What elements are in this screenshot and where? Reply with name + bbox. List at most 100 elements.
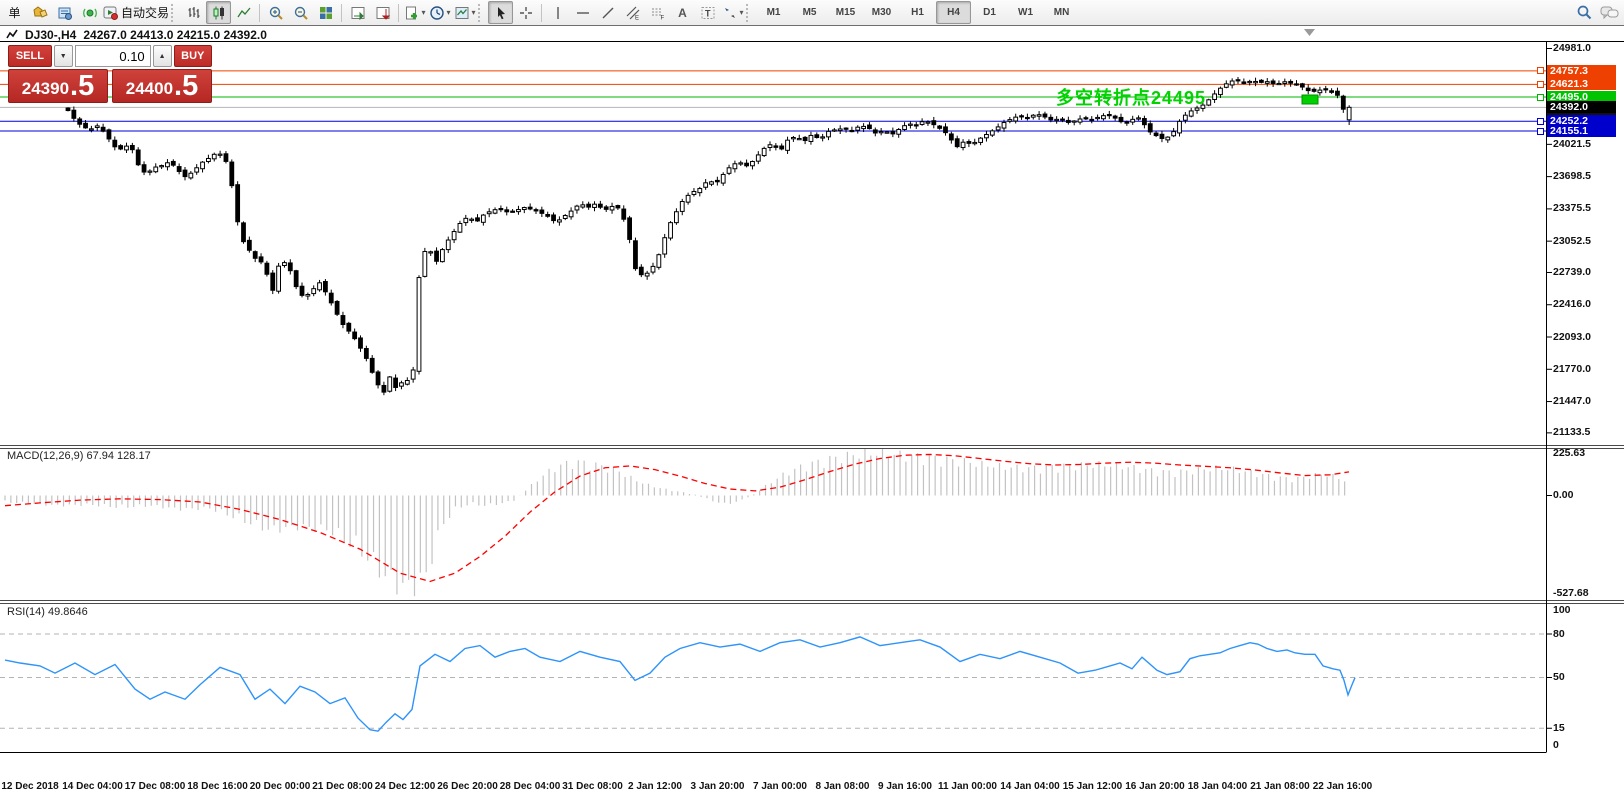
arrows-button[interactable]: ▾ bbox=[720, 1, 745, 24]
auto-trading-icon bbox=[103, 5, 118, 20]
zoom-in-button[interactable] bbox=[263, 1, 288, 24]
templates-button[interactable]: ▾ bbox=[452, 1, 477, 24]
time-tick-label: 20 Dec 00:00 bbox=[249, 781, 311, 792]
cursor-button[interactable] bbox=[488, 1, 514, 24]
toolbar-separator bbox=[341, 3, 343, 22]
buy-price-main: 24400 bbox=[125, 79, 174, 98]
time-tick-label: 28 Dec 04:00 bbox=[499, 781, 561, 792]
svg-text:T: T bbox=[705, 8, 711, 18]
zoom-out-button[interactable] bbox=[288, 1, 313, 24]
sell-button[interactable]: SELL bbox=[8, 45, 52, 67]
indicator-window-button[interactable] bbox=[345, 1, 370, 24]
caret-up-icon: ▲ bbox=[158, 52, 166, 60]
candlestick-chart-button[interactable] bbox=[206, 1, 232, 24]
periods-button[interactable]: ▾ bbox=[427, 1, 452, 24]
indicator-window-icon bbox=[350, 5, 366, 21]
auto-trading-button[interactable]: 自动交易 bbox=[102, 1, 170, 24]
chat-icon bbox=[1600, 5, 1619, 21]
caret-down-icon: ▼ bbox=[59, 52, 67, 60]
line-chart-icon bbox=[236, 5, 252, 21]
tab-timeframe-m15[interactable]: M15 bbox=[835, 7, 856, 18]
lot-increase-button[interactable]: ▲ bbox=[152, 45, 172, 67]
toolbar-grip bbox=[171, 3, 178, 22]
line-handle[interactable] bbox=[1537, 80, 1544, 88]
line-chart-button[interactable] bbox=[231, 1, 256, 24]
sell-price-button[interactable]: 24390 .5 bbox=[8, 69, 108, 103]
equidistant-channel-button[interactable]: E bbox=[620, 1, 645, 24]
data-window-button[interactable] bbox=[52, 1, 77, 24]
price-tick-label: 21447.0 bbox=[1553, 395, 1591, 408]
tile-windows-button[interactable] bbox=[313, 1, 338, 24]
tile-windows-icon bbox=[318, 5, 334, 21]
buy-price-button[interactable]: 24400 .5 bbox=[112, 69, 212, 103]
price-line-label: 24495.0 bbox=[1547, 91, 1616, 104]
rsi-tick-label: 15 bbox=[1553, 721, 1565, 734]
toolbar-separator bbox=[259, 3, 261, 22]
rsi-tick-label: 50 bbox=[1553, 671, 1565, 683]
profiles-button[interactable] bbox=[27, 1, 52, 24]
tab-timeframe-w1[interactable]: W1 bbox=[1018, 7, 1034, 18]
line-handle[interactable] bbox=[1537, 117, 1544, 125]
time-tick-label: 31 Dec 08:00 bbox=[562, 781, 623, 792]
line-handle[interactable] bbox=[1537, 67, 1544, 75]
time-tick-label: 9 Jan 16:00 bbox=[878, 781, 932, 792]
new-order-button[interactable]: 单 bbox=[2, 1, 27, 24]
fibonacci-button[interactable]: F bbox=[645, 1, 670, 24]
tab-timeframe-h4[interactable]: H4 bbox=[936, 1, 972, 24]
price-tick-label: 23698.5 bbox=[1553, 170, 1591, 183]
objects-window-button[interactable] bbox=[370, 1, 395, 24]
sell-price-pips: .5 bbox=[70, 70, 95, 102]
price-tick-label: 24021.5 bbox=[1553, 137, 1591, 150]
buy-button[interactable]: BUY bbox=[173, 45, 212, 67]
chart-canvas[interactable] bbox=[0, 26, 1624, 773]
zoom-in-icon bbox=[268, 5, 284, 21]
timeframe-group: M1 M5 M15 M30 H1 H4 D1 W1 MN bbox=[756, 1, 1079, 24]
text-label-icon: T bbox=[700, 5, 716, 21]
line-handle[interactable] bbox=[1537, 127, 1544, 135]
time-tick-label: 2 Jan 12:00 bbox=[628, 781, 682, 792]
buy-button-label: BUY bbox=[181, 50, 205, 62]
time-tick-label: 8 Jan 08:00 bbox=[815, 781, 870, 792]
sell-button-label: SELL bbox=[15, 50, 44, 62]
search-icon bbox=[1576, 4, 1593, 21]
chat-button[interactable] bbox=[1597, 1, 1622, 24]
zoom-out-icon bbox=[293, 5, 309, 21]
time-tick-label: 26 Dec 20:00 bbox=[437, 781, 498, 792]
toolbar-separator bbox=[541, 3, 543, 22]
bar-chart-button[interactable] bbox=[181, 1, 206, 24]
pivot-annotation-text[interactable]: 多空转折点24495 bbox=[1056, 88, 1207, 108]
vertical-line-button[interactable] bbox=[545, 1, 570, 24]
cursor-icon bbox=[493, 5, 509, 21]
buy-price-pips: .5 bbox=[174, 70, 199, 102]
price-line-label: 24252.2 bbox=[1547, 115, 1616, 128]
lot-size-input[interactable] bbox=[74, 45, 151, 67]
sell-price-main: 24390 bbox=[21, 79, 70, 98]
lot-decrease-button[interactable]: ▼ bbox=[53, 45, 73, 67]
tab-timeframe-d1[interactable]: D1 bbox=[983, 7, 996, 18]
price-tick-label: 22739.0 bbox=[1553, 265, 1591, 278]
toolbar-grip bbox=[478, 3, 485, 22]
search-button[interactable] bbox=[1572, 1, 1597, 24]
tab-timeframe-m5[interactable]: M5 bbox=[802, 7, 817, 18]
crosshair-button[interactable] bbox=[513, 1, 538, 24]
bar-chart-icon bbox=[186, 5, 202, 21]
tab-timeframe-mn[interactable]: MN bbox=[1053, 7, 1070, 18]
tab-timeframe-m30[interactable]: M30 bbox=[871, 7, 892, 18]
line-handle[interactable] bbox=[1537, 93, 1544, 101]
tab-timeframe-h1[interactable]: H1 bbox=[911, 7, 924, 18]
trendline-button[interactable] bbox=[595, 1, 620, 24]
add-indicator-button[interactable]: ▾ bbox=[402, 1, 427, 24]
tab-timeframe-m1[interactable]: M1 bbox=[766, 7, 781, 18]
news-button[interactable] bbox=[77, 1, 102, 24]
time-tick-label: 17 Dec 08:00 bbox=[124, 781, 186, 792]
horizontal-line-button[interactable] bbox=[570, 1, 595, 24]
chart-window[interactable]: DJ30-,H4 24267.0 24413.0 24215.0 24392.0… bbox=[0, 26, 1624, 792]
svg-text:F: F bbox=[660, 15, 664, 21]
time-tick-label: 14 Dec 04:00 bbox=[62, 781, 123, 792]
candlestick-chart-icon bbox=[211, 5, 227, 21]
vertical-line-icon bbox=[550, 5, 566, 21]
text-button[interactable]: A bbox=[670, 1, 695, 24]
chart-symbol-period: DJ30-,H4 bbox=[25, 28, 77, 42]
partially-hidden-price-label bbox=[1547, 113, 1616, 117]
text-label-button[interactable]: T bbox=[695, 1, 720, 24]
